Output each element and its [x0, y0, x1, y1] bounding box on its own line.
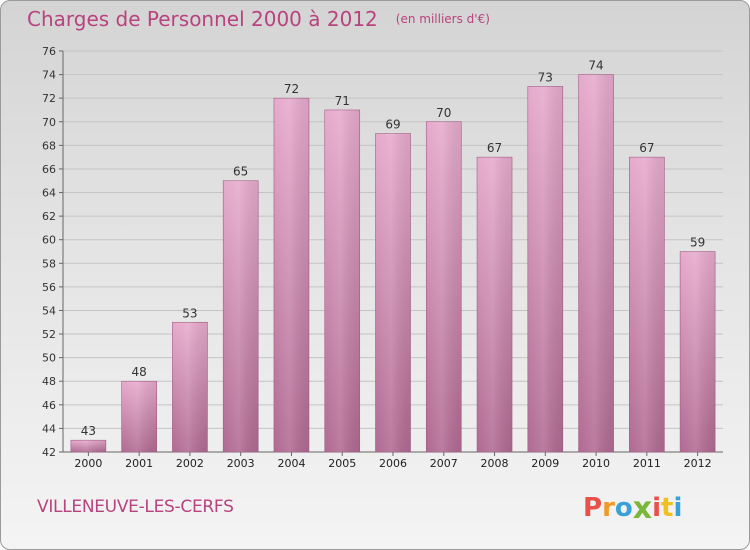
y-tick-label-72: 72 — [42, 92, 56, 105]
labels: 43 2000 48 2001 53 2002 65 2003 72 2004 71 2005 69 20… — [74, 59, 711, 470]
value-label-2008: 67 — [487, 141, 502, 155]
x-tick-label-2011: 2011 — [633, 457, 661, 470]
y-tick-label-60: 60 — [42, 234, 56, 247]
y-tick-label-68: 68 — [42, 139, 56, 152]
logo-letter: t — [661, 493, 674, 523]
x-tick-label-2005: 2005 — [328, 457, 356, 470]
value-label-2009: 73 — [538, 70, 553, 84]
y-tick-label-46: 46 — [42, 399, 56, 412]
value-label-2000: 43 — [81, 424, 96, 438]
bar-shine-2009 — [527, 86, 563, 452]
chart-unit: (en milliers d'€) — [395, 12, 490, 26]
bar-shine-2002 — [172, 322, 208, 452]
y-tick-label-66: 66 — [42, 163, 56, 176]
x-tick-label-2004: 2004 — [277, 457, 305, 470]
bar-shine-2000 — [70, 440, 106, 452]
value-label-2011: 67 — [639, 141, 654, 155]
y-tick-label-76: 76 — [42, 45, 56, 58]
value-label-2012: 59 — [690, 236, 705, 250]
logo-letter: P — [583, 493, 603, 523]
chart-title: Charges de Personnel 2000 à 2012 (en mill… — [27, 7, 490, 31]
value-label-2002: 53 — [182, 306, 197, 320]
value-label-2007: 70 — [436, 106, 451, 120]
bar-shine-2007 — [426, 121, 462, 452]
y-tick-label-56: 56 — [42, 281, 56, 294]
bar-shine-2005 — [324, 109, 360, 453]
x-tick-label-2001: 2001 — [125, 457, 153, 470]
logo-letter: i — [652, 493, 662, 523]
y-tick-label-48: 48 — [42, 375, 56, 388]
y-tick-label-74: 74 — [42, 69, 56, 82]
bar-shine-2004 — [273, 98, 309, 453]
bar-shine-2012 — [680, 251, 716, 452]
proxiti-logo: Proxiti — [583, 489, 683, 526]
x-tick-label-2006: 2006 — [379, 457, 407, 470]
y-tick-label-70: 70 — [42, 116, 56, 129]
x-tick-label-2002: 2002 — [176, 457, 204, 470]
y-tick-label-50: 50 — [42, 352, 56, 365]
x-tick-label-2008: 2008 — [481, 457, 509, 470]
y-tick-label-44: 44 — [42, 422, 56, 435]
logo-letter: r — [602, 493, 615, 523]
bar-shine-2010 — [578, 74, 614, 453]
value-label-2003: 65 — [233, 165, 248, 179]
bar-shine-2003 — [223, 180, 259, 452]
y-tick-label-42: 42 — [42, 446, 56, 459]
x-tick-label-2000: 2000 — [74, 457, 102, 470]
chart-title-text: Charges de Personnel 2000 à 2012 — [27, 7, 378, 31]
x-tick-label-2009: 2009 — [531, 457, 559, 470]
bar-shine-2011 — [629, 157, 665, 452]
value-label-2010: 74 — [588, 59, 603, 73]
x-tick-label-2010: 2010 — [582, 457, 610, 470]
value-label-2005: 71 — [335, 94, 350, 108]
commune-name: VILLENEUVE-LES-CERFS — [37, 497, 234, 517]
y-tick-label-52: 52 — [42, 328, 56, 341]
bars — [70, 74, 716, 453]
logo-letter: x — [632, 491, 653, 526]
logo-letter: i — [673, 493, 683, 523]
value-label-2004: 72 — [284, 82, 299, 96]
bar-shine-2008 — [477, 157, 513, 452]
x-tick-label-2012: 2012 — [684, 457, 712, 470]
bar-shine-2001 — [121, 381, 157, 452]
x-tick-label-2003: 2003 — [227, 457, 255, 470]
y-tick-label-62: 62 — [42, 210, 56, 223]
value-label-2006: 69 — [385, 118, 400, 132]
y-tick-label-58: 58 — [42, 257, 56, 270]
logo-letter: o — [614, 493, 633, 523]
value-label-2001: 48 — [132, 365, 147, 379]
x-tick-label-2007: 2007 — [430, 457, 458, 470]
y-tick-label-64: 64 — [42, 187, 56, 200]
y-tick-label-54: 54 — [42, 304, 56, 317]
bar-shine-2006 — [375, 133, 411, 452]
